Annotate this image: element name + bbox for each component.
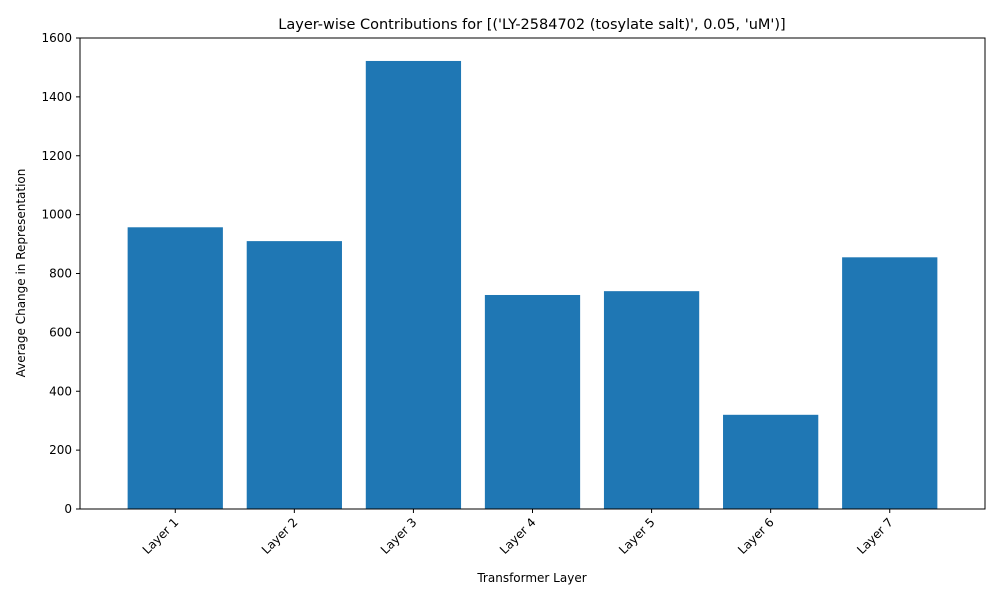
x-tick-label: Layer 3 <box>378 515 420 557</box>
y-tick-label: 600 <box>49 325 72 339</box>
x-tick-label: Layer 7 <box>854 515 896 557</box>
bar-7 <box>842 257 938 509</box>
y-tick-label: 1000 <box>41 208 72 222</box>
x-tick-label: Layer 2 <box>259 515 301 557</box>
x-tick-label: Layer 5 <box>616 515 658 557</box>
x-tick-label: Layer 1 <box>140 515 182 557</box>
y-axis-label: Average Change in Representation <box>14 169 28 378</box>
y-tick-label: 1600 <box>41 31 72 45</box>
y-tick-label: 800 <box>49 267 72 281</box>
x-tick-label: Layer 6 <box>735 515 777 557</box>
bar-6 <box>723 414 819 509</box>
bar-5 <box>603 291 700 509</box>
chart-title: Layer-wise Contributions for [('LY-25847… <box>278 17 785 33</box>
y-tick-label: 1400 <box>41 90 72 104</box>
bar-2 <box>246 241 342 509</box>
y-tick-label: 1200 <box>41 149 72 163</box>
plot-area: 0 200 400 600 800 1000 1200 1400 1600 Layer 1 Laye… <box>41 31 986 557</box>
bar-4 <box>484 294 581 509</box>
y-tick-label: 0 <box>64 502 72 516</box>
bar-1 <box>127 227 223 509</box>
y-tick-label: 400 <box>49 384 72 398</box>
y-tick-label: 200 <box>49 443 72 457</box>
x-tick-label: Layer 4 <box>497 515 539 557</box>
x-axis-label: Transformer Layer <box>476 571 586 585</box>
bar-3 <box>365 60 462 510</box>
